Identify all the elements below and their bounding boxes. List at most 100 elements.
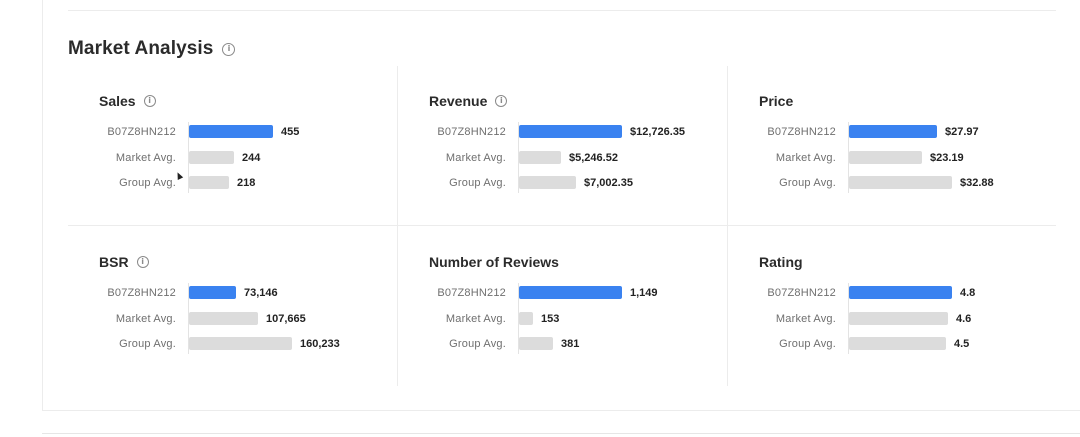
bar-label: Group Avg. — [779, 338, 836, 350]
bar-label: Group Avg. — [449, 338, 506, 350]
metric-title: BSR — [99, 254, 129, 270]
bar-axis — [848, 283, 849, 354]
bar-value: 107,665 — [266, 313, 306, 325]
metric-title: Price — [759, 93, 794, 109]
bar-row: Market Avg. $23.19 — [728, 151, 1058, 165]
bar-value: 153 — [541, 313, 560, 325]
bar-value: $5,246.52 — [569, 152, 618, 164]
bar-label: Group Avg. — [119, 338, 176, 350]
bar-value: 244 — [242, 152, 261, 164]
bar-row: Group Avg. $7,002.35 — [398, 176, 728, 190]
column-divider — [727, 66, 728, 386]
bar-row: B07Z8HN212 $27.97 — [728, 125, 1058, 139]
metric-panel-price: Price B07Z8HN212 $27.97 Market Avg. $23.19 Gr… — [728, 66, 1058, 226]
bar-label: Market Avg. — [775, 152, 836, 164]
product-bar[interactable] — [519, 286, 622, 299]
bar-row: Market Avg. $5,246.52 — [398, 151, 728, 165]
bar-value: $32.88 — [960, 177, 994, 189]
average-bar[interactable] — [849, 337, 946, 350]
bar-value: 73,146 — [244, 287, 278, 299]
average-bar[interactable] — [849, 151, 922, 164]
metric-header: Revenue i — [429, 93, 508, 109]
metric-header: Sales i — [99, 93, 156, 109]
bar-label: Group Avg. — [449, 177, 506, 189]
metrics-grid: Sales i B07Z8HN212 455 Market Avg. 244 Group A… — [68, 66, 1056, 386]
bottom-divider — [42, 433, 1080, 434]
info-circle-icon[interactable]: i — [136, 256, 149, 268]
info-circle-icon[interactable]: i — [495, 95, 508, 107]
metric-panel-rating: Rating B07Z8HN212 4.8 Market Avg. 4.6 Group A… — [728, 227, 1058, 387]
bar-row: Market Avg. 4.6 — [728, 312, 1058, 326]
bar-row: B07Z8HN212 $12,726.35 — [398, 125, 728, 139]
bar-label: Group Avg. — [779, 177, 836, 189]
product-bar[interactable] — [519, 125, 622, 138]
top-divider — [68, 10, 1056, 11]
average-bar[interactable] — [189, 151, 234, 164]
average-bar[interactable] — [519, 151, 561, 164]
bar-value: $23.19 — [930, 152, 964, 164]
bar-row: Group Avg. $32.88 — [728, 176, 1058, 190]
bar-axis — [518, 283, 519, 354]
bar-row: B07Z8HN212 455 — [68, 125, 398, 139]
column-divider — [397, 66, 398, 386]
bar-row: B07Z8HN212 1,149 — [398, 286, 728, 300]
bar-label: Market Avg. — [445, 152, 506, 164]
bar-value: 4.6 — [956, 313, 972, 325]
bar-value: $12,726.35 — [630, 126, 686, 138]
bar-label: B07Z8HN212 — [767, 126, 836, 138]
bar-axis — [848, 122, 849, 193]
average-bar[interactable] — [519, 337, 553, 350]
section-header: Market Analysis i — [68, 38, 236, 60]
metric-panel-reviews: Number of Reviews B07Z8HN212 1,149 Market A… — [398, 227, 728, 387]
bar-value: $7,002.35 — [584, 177, 633, 189]
bar-row: Group Avg. 160,233 — [68, 337, 398, 351]
bar-label: Group Avg. — [119, 177, 176, 189]
product-bar[interactable] — [849, 286, 952, 299]
info-circle-icon[interactable]: i — [143, 95, 156, 107]
bar-label: Market Avg. — [115, 313, 176, 325]
metric-header: Rating — [759, 254, 803, 270]
average-bar[interactable] — [189, 337, 292, 350]
product-bar[interactable] — [189, 286, 236, 299]
metric-title: Sales — [99, 93, 136, 109]
average-bar[interactable] — [189, 176, 229, 189]
bar-row: Group Avg. 218 — [68, 176, 398, 190]
bar-axis — [188, 283, 189, 354]
bar-value: 4.8 — [960, 287, 976, 299]
average-bar[interactable] — [849, 176, 952, 189]
average-bar[interactable] — [519, 176, 576, 189]
bar-label: Market Avg. — [775, 313, 836, 325]
bar-row: Group Avg. 381 — [398, 337, 728, 351]
bar-value: 381 — [561, 338, 580, 350]
metric-title: Number of Reviews — [429, 254, 559, 270]
row-divider — [68, 225, 1056, 226]
metric-panel-bsr: BSR i B07Z8HN212 73,146 Market Avg. 107,665 Gr… — [68, 227, 398, 387]
bar-row: B07Z8HN212 4.8 — [728, 286, 1058, 300]
bar-label: B07Z8HN212 — [107, 287, 176, 299]
product-bar[interactable] — [849, 125, 937, 138]
bar-value: 4.5 — [954, 338, 970, 350]
bar-label: B07Z8HN212 — [437, 126, 506, 138]
bar-row: Market Avg. 244 — [68, 151, 398, 165]
bar-value: 160,233 — [300, 338, 340, 350]
bar-label: Market Avg. — [445, 313, 506, 325]
metric-header: Number of Reviews — [429, 254, 559, 270]
bar-axis — [188, 122, 189, 193]
metric-title: Revenue — [429, 93, 488, 109]
bar-value: 455 — [281, 126, 300, 138]
bar-value: 1,149 — [630, 287, 658, 299]
average-bar[interactable] — [189, 312, 258, 325]
bar-value: 218 — [237, 177, 256, 189]
section-title: Market Analysis — [68, 38, 214, 59]
bar-row: Market Avg. 153 — [398, 312, 728, 326]
bar-row: Group Avg. 4.5 — [728, 337, 1058, 351]
bar-label: B07Z8HN212 — [107, 126, 176, 138]
info-circle-icon[interactable]: i — [222, 42, 236, 56]
product-bar[interactable] — [189, 125, 273, 138]
metric-panel-sales: Sales i B07Z8HN212 455 Market Avg. 244 Group A… — [68, 66, 398, 226]
metric-panel-revenue: Revenue i B07Z8HN212 $12,726.35 Market Avg. $… — [398, 66, 728, 226]
average-bar[interactable] — [519, 312, 533, 325]
bar-axis — [518, 122, 519, 193]
metric-header: BSR i — [99, 254, 149, 270]
average-bar[interactable] — [849, 312, 948, 325]
